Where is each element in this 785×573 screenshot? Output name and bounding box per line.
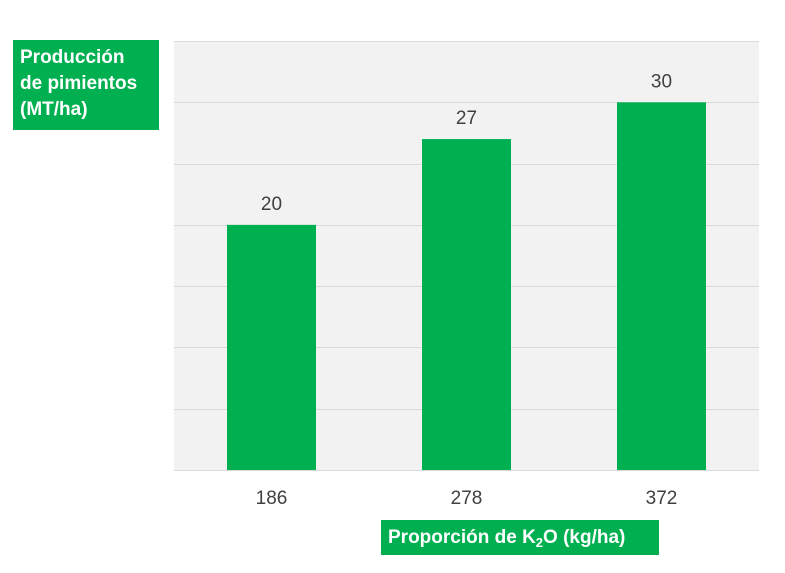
data-labels: 20 27 30 (261, 71, 672, 215)
x-tick-labels: 186 278 372 (256, 488, 678, 509)
bar-186 (227, 224, 316, 470)
bar-372 (617, 102, 706, 471)
x-axis-label-subscript: 2 (535, 535, 544, 550)
y-axis-label-line-1: Producción (20, 47, 125, 68)
y-axis-label-line-2: de pimientos (20, 73, 138, 94)
x-tick-label-278: 278 (451, 488, 483, 509)
x-axis-label-prefix: Proporción de K (388, 527, 536, 548)
data-label-372: 30 (651, 71, 672, 92)
bar-278 (422, 139, 511, 471)
data-label-278: 27 (456, 108, 477, 129)
bars (227, 102, 706, 471)
x-axis-label-suffix: O (kg/ha) (543, 527, 626, 548)
x-tick-label-186: 186 (256, 488, 288, 509)
x-axis-label: Proporción de K2O (kg/ha) (381, 520, 659, 555)
x-tick-label-372: 372 (646, 488, 678, 509)
y-axis-label: Producción de pimientos (MT/ha) (13, 40, 159, 130)
y-axis-label-line-3: (MT/ha) (20, 99, 88, 120)
data-label-186: 20 (261, 194, 282, 215)
